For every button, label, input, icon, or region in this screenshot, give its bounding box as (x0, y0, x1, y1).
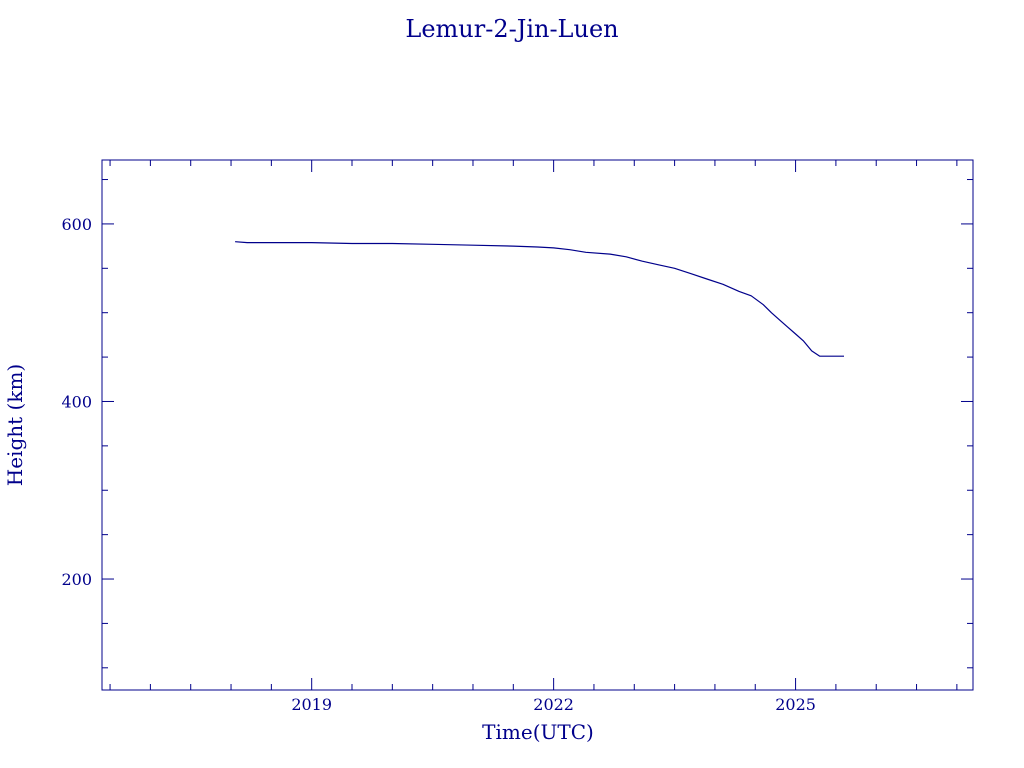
x-axis-ticks (109, 160, 958, 690)
y-tick-label: 400 (61, 392, 92, 411)
chart-title: Lemur-2-Jin-Luen (405, 15, 618, 43)
x-axis-tick-labels: 2019 2022 2025 (291, 695, 816, 714)
y-axis-ticks (102, 179, 973, 669)
y-tick-label: 200 (61, 570, 92, 589)
y-tick-label: 600 (61, 215, 92, 234)
x-tick-label: 2022 (533, 695, 574, 714)
x-axis-label: Time(UTC) (482, 720, 594, 744)
plot-frame (101, 159, 974, 691)
x-tick-label: 2019 (291, 695, 332, 714)
y-axis-tick-labels: 200 400 600 (61, 215, 92, 589)
height-series-line (235, 241, 844, 357)
x-tick-label: 2025 (775, 695, 816, 714)
series-layer (235, 241, 844, 357)
y-axis-label: Height (km) (3, 364, 27, 486)
